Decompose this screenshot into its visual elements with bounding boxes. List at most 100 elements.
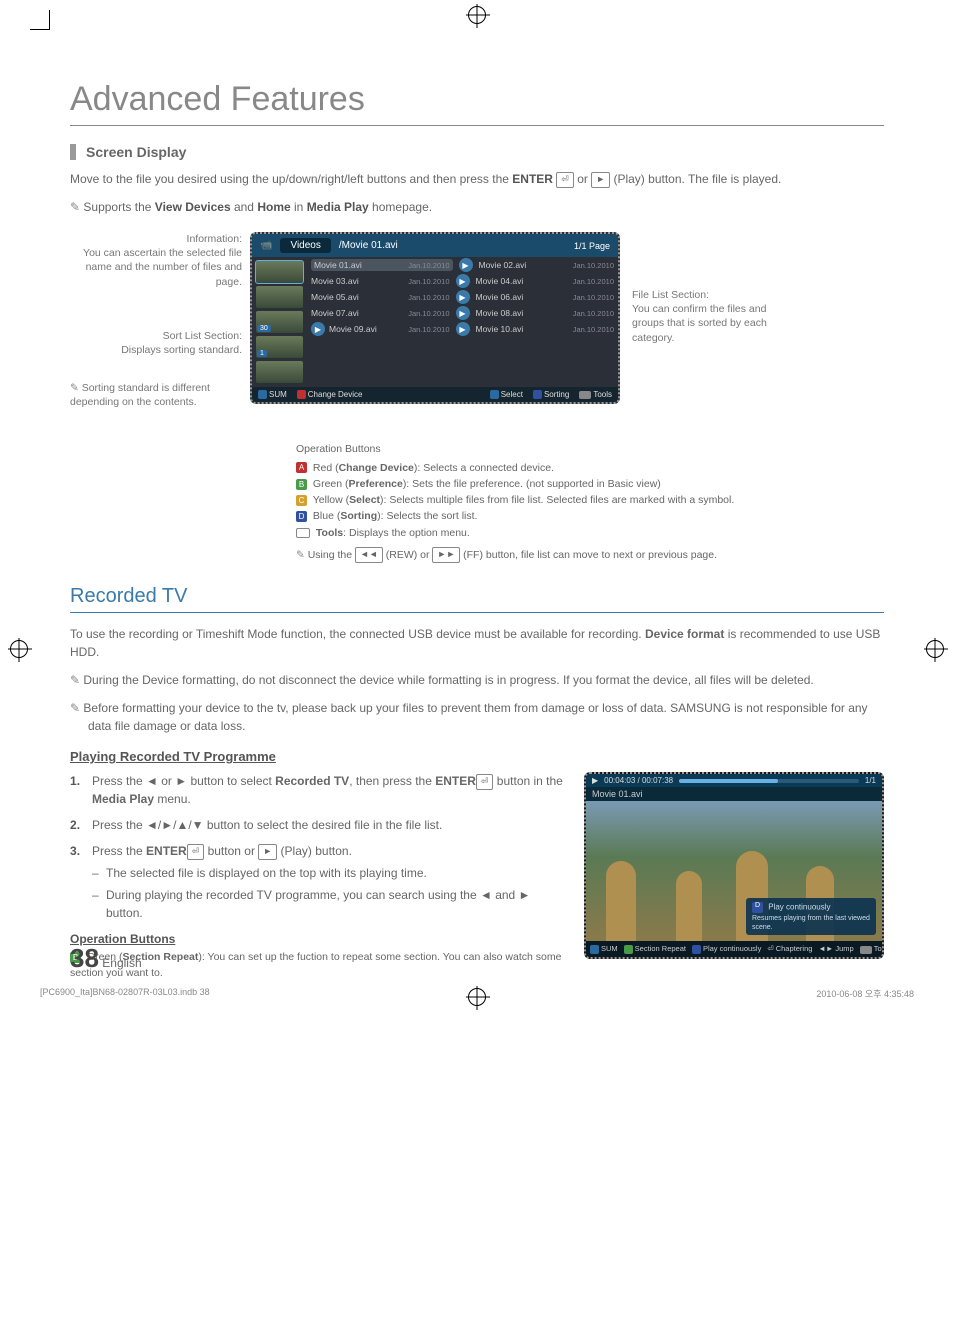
sum-label: SUM [269,390,287,399]
file-name: Movie 01.avi [314,260,362,270]
pb-sum: SUM [601,944,618,953]
videos-label: Videos [280,238,330,253]
file-date: Jan.10.2010 [408,293,449,302]
step-1: Press the ◄ or ► button to select Record… [70,772,566,808]
intro-mid: or [577,172,591,186]
playback-time: 00:04:03 / 00:07:38 [604,776,673,785]
file-name: Movie 09.avi [329,324,377,334]
recorded-intro: To use the recording or Timeshift Mode f… [70,625,884,661]
file-browser-screenshot: 📹 Videos /Movie 01.avi 1/1 Page 30 1 Mov… [250,232,620,404]
info-label-title: Information: [187,233,242,245]
support-note: Supports the View Devices and Home in Me… [70,198,884,216]
filelist-label-body: You can confirm the files and groups tha… [632,303,767,343]
change-device-label: Change Device [308,390,363,399]
page-indicator: 1/1 Page [574,241,610,251]
page-number: 38 English [70,943,142,974]
file-date: Jan.10.2010 [573,261,614,270]
thumb: 30 [256,311,303,333]
op-yellow: Yellow (Select): Selects multiple files … [310,494,734,506]
playback-filename: Movie 01.avi [586,787,882,801]
playback-counter: 1/1 [865,776,876,785]
intro-end: (Play) button. The file is played. [613,172,781,186]
filelist-label-title: File List Section: [632,289,709,301]
play-status-icon: ▶ [592,776,598,785]
film-icon: ▶ [456,274,470,288]
op-red: Red (Change Device): Selects a connected… [310,462,554,474]
file-name: Movie 05.avi [311,292,359,302]
format-note-1: During the Device formatting, do not dis… [70,671,884,689]
file-list: Movie 01.avi Jan.10.2010 ▶ Movie 02.avi Ja… [307,257,618,387]
film-icon: ▶ [456,290,470,304]
step-3: Press the ENTER⏎ button or ► (Play) butt… [70,842,566,922]
film-icon: ▶ [311,322,325,336]
op-buttons-heading: Operation Buttons [70,932,566,946]
intro-paragraph: Move to the file you desired using the u… [70,170,884,188]
file-name: Movie 06.avi [476,292,524,302]
sort-label-title: Sort List Section: [163,330,242,342]
file-name: Movie 02.avi [479,260,527,270]
file-date: Jan.10.2010 [408,325,449,334]
playback-image: D Play continuously Resumes playing from… [586,801,882,941]
file-name: Movie 07.avi [311,308,359,318]
overlay-body: Resumes playing from the last viewed sce… [752,915,870,931]
sorting-label: Sorting [544,390,569,399]
step-2: Press the ◄/►/▲/▼ button to select the d… [70,816,566,834]
file-date: Jan.10.2010 [408,277,449,286]
step-3b: During playing the recorded TV programme… [92,886,566,922]
recorded-tv-heading: Recorded TV [70,585,884,613]
operation-heading: Operation Buttons [296,441,884,457]
file-name: Movie 04.avi [476,276,524,286]
file-date: Jan.10.2010 [573,309,614,318]
thumb: 1 [256,336,303,358]
select-label: Select [501,390,523,399]
film-icon: ▶ [456,322,470,336]
op-green: Green (Preference): Sets the file prefer… [310,478,661,490]
section-bar [70,144,76,160]
file-date: Jan.10.2010 [573,277,614,286]
op-blue: Blue (Sorting): Selects the sort list. [310,510,477,522]
op-green-repeat: Green (Section Repeat): You can set up t… [70,951,561,979]
pb-tools: Tools [874,944,884,953]
file-date: Jan.10.2010 [408,309,449,318]
file-name: Movie 03.avi [311,276,359,286]
format-note-2: Before formatting your device to the tv,… [70,699,884,735]
page-title: Advanced Features [70,80,884,119]
file-name: Movie 10.avi [476,324,524,334]
film-icon: ▶ [459,258,473,272]
info-label-body: You can ascertain the selected file name… [83,247,242,287]
thumb [256,261,303,283]
sort-note: Sorting standard is different depending … [70,382,210,408]
op-tools: Tools: Displays the option menu. [313,527,470,539]
title-underline [70,125,884,126]
rewind-note: Using the ◄◄ (REW) or ►► (FF) button, fi… [308,549,717,561]
sort-label-body: Displays sorting standard. [121,344,242,356]
screen-display-heading: Screen Display [86,144,186,160]
step-3a: The selected file is displayed on the to… [92,864,566,882]
file-name: Movie 08.avi [476,308,524,318]
tools-icon [296,528,310,538]
progress-bar [679,779,859,783]
film-icon: ▶ [456,306,470,320]
overlay-title: Play continuously [768,903,830,912]
pb-jump: Jump [835,944,853,953]
pb-chap: Chaptering [776,944,813,953]
thumb [256,361,303,383]
playing-heading: Playing Recorded TV Programme [70,749,884,764]
pb-b: Section Repeat [635,944,686,953]
file-date: Jan.10.2010 [408,261,449,270]
file-date: Jan.10.2010 [573,325,614,334]
file-date: Jan.10.2010 [573,293,614,302]
enter-icon: ⏎ [556,172,574,188]
camera-icon: 📹 [260,240,272,251]
play-icon: ► [591,172,610,188]
footer-right: 2010-06-08 오후 4:35:48 [816,987,914,1000]
pb-d: Play continuously [703,944,761,953]
intro-text: Move to the file you desired using the u… [70,172,512,186]
breadcrumb-path: /Movie 01.avi [339,240,398,251]
thumb [256,286,303,308]
tools-label: Tools [593,390,612,399]
thumbnail-strip: 30 1 [252,257,307,387]
playback-screenshot: ▶ 00:04:03 / 00:07:38 1/1 Movie 01.avi D… [584,772,884,959]
enter-label: ENTER [512,172,553,186]
footer-left: [PC6900_Ita]BN68-02807R-03L03.indb 38 [40,987,210,1000]
